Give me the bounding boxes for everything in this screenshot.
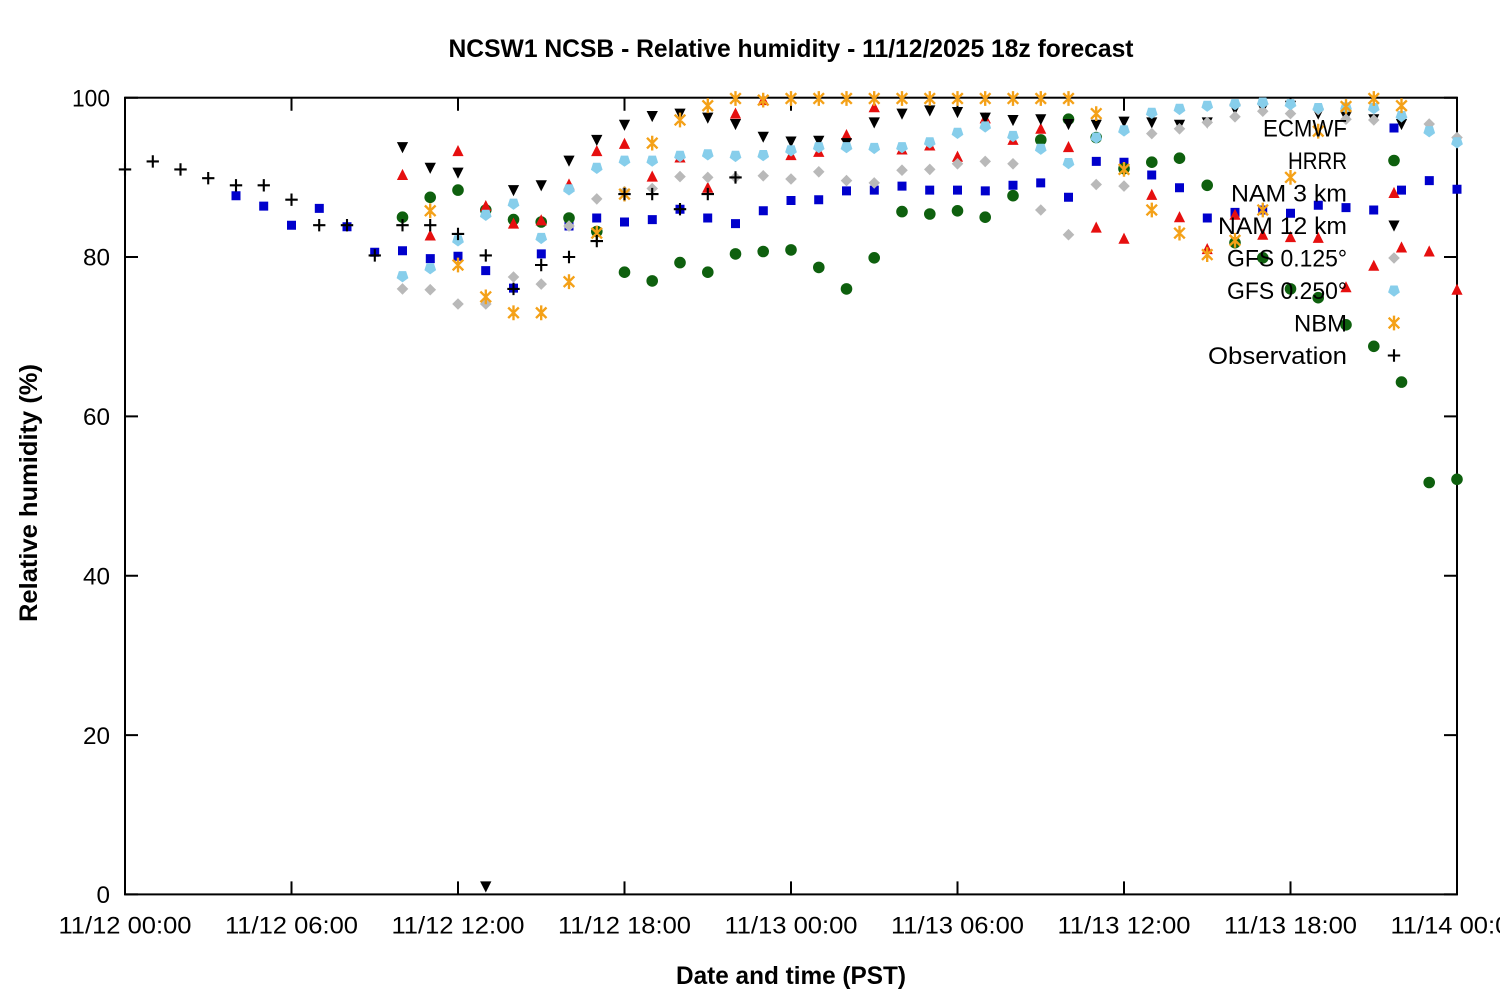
svg-text:11/13 12:00: 11/13 12:00 xyxy=(1058,913,1191,940)
svg-text:GFS 0.125°: GFS 0.125° xyxy=(1227,246,1347,273)
svg-text:Observation: Observation xyxy=(1208,343,1347,370)
svg-text:11/13 18:00: 11/13 18:00 xyxy=(1224,913,1357,940)
svg-text:11/13 06:00: 11/13 06:00 xyxy=(891,913,1024,940)
svg-text:NAM 3 km: NAM 3 km xyxy=(1231,181,1347,208)
svg-text:11/13 00:00: 11/13 00:00 xyxy=(725,913,858,940)
svg-text:100: 100 xyxy=(72,85,110,112)
svg-text:11/12 06:00: 11/12 06:00 xyxy=(225,913,358,940)
svg-text:GFS 0.250°: GFS 0.250° xyxy=(1227,278,1347,305)
svg-text:HRRR: HRRR xyxy=(1288,148,1347,175)
svg-text:0: 0 xyxy=(97,882,111,909)
svg-text:20: 20 xyxy=(83,723,110,750)
svg-text:ECMWF: ECMWF xyxy=(1263,116,1347,143)
svg-text:NAM 12 km: NAM 12 km xyxy=(1218,213,1347,240)
svg-text:Relative humidity (%): Relative humidity (%) xyxy=(15,364,43,622)
svg-text:11/14 00:00: 11/14 00:00 xyxy=(1391,913,1500,940)
svg-text:11/12 12:00: 11/12 12:00 xyxy=(392,913,525,940)
svg-text:Date and time (PST): Date and time (PST) xyxy=(676,962,906,990)
svg-text:NBM: NBM xyxy=(1294,311,1347,338)
svg-text:60: 60 xyxy=(83,404,110,431)
svg-text:11/12 00:00: 11/12 00:00 xyxy=(59,913,192,940)
svg-text:NCSW1 NCSB - Relative humidity: NCSW1 NCSB - Relative humidity - 11/12/2… xyxy=(449,35,1135,63)
svg-text:40: 40 xyxy=(83,563,110,590)
svg-text:11/12 18:00: 11/12 18:00 xyxy=(558,913,691,940)
svg-text:80: 80 xyxy=(83,245,110,272)
